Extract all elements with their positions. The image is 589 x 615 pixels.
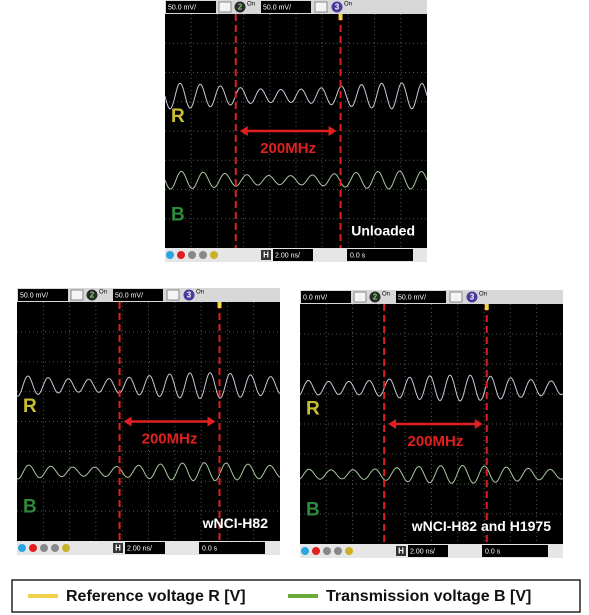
ch3-label: 3 <box>335 3 340 12</box>
timebase: 2.00 ns/ <box>410 548 435 555</box>
wave-icon <box>219 2 231 12</box>
b-label: B <box>23 497 37 518</box>
condition-label: wNCI-H82 and H1975 <box>411 518 551 534</box>
legend-label: Reference voltage R [V] <box>66 588 246 605</box>
delay: 0.0 s <box>485 548 501 555</box>
page: {"panels": [ {"toolbar": {"ch1_scale": "… <box>0 0 589 615</box>
ch2-scale: 50.0 mV/ <box>398 294 426 301</box>
wave-icon <box>315 2 327 12</box>
b-label: B <box>306 499 320 520</box>
ch3-state: On <box>479 292 487 298</box>
ch2-scale: 50.0 mV/ <box>115 292 143 299</box>
trigger-marker <box>485 304 489 310</box>
ch2-state: On <box>382 292 390 298</box>
tool-icon <box>166 251 174 259</box>
condition-label: Unloaded <box>351 222 415 238</box>
b-label: B <box>171 204 185 225</box>
tool-icon <box>345 547 353 555</box>
ch2-label: 2 <box>373 293 378 302</box>
legend-label: Transmission voltage B [V] <box>326 588 531 605</box>
figure: 50.0 mV/2On50.0 mV/3On200MHzRBUnloadedH2… <box>0 0 589 615</box>
tool-icon <box>51 544 59 552</box>
ch3-state: On <box>196 290 204 296</box>
tool-icon <box>18 544 26 552</box>
delay: 0.0 s <box>350 252 366 259</box>
wave-icon <box>167 290 179 300</box>
h-label: H <box>398 547 404 556</box>
frequency-label: 200MHz <box>260 140 316 157</box>
r-label: R <box>171 106 185 127</box>
ch2-scale: 50.0 mV/ <box>263 4 291 11</box>
tool-icon <box>334 547 342 555</box>
tool-icon <box>40 544 48 552</box>
condition-label: wNCI-H82 <box>202 515 269 531</box>
r-label: R <box>23 396 37 417</box>
timebase: 2.00 ns/ <box>127 545 152 552</box>
tool-icon <box>210 251 218 259</box>
frequency-label: 200MHz <box>408 433 464 450</box>
trigger-marker <box>218 302 222 308</box>
tool-icon <box>29 544 37 552</box>
wave-icon <box>450 292 462 302</box>
ch1-scale: 50.0 mV/ <box>20 292 48 299</box>
ch1-scale: 0.0 mV/ <box>303 294 327 301</box>
timebase: 2.00 ns/ <box>275 252 300 259</box>
tool-icon <box>301 547 309 555</box>
tool-icon <box>312 547 320 555</box>
ch2-label: 2 <box>90 291 95 300</box>
trigger-marker <box>339 14 343 20</box>
ch1-scale: 50.0 mV/ <box>168 4 196 11</box>
ch2-label: 2 <box>238 3 243 12</box>
r-label: R <box>306 399 320 420</box>
tool-icon <box>177 251 185 259</box>
ch2-state: On <box>99 290 107 296</box>
wave-icon <box>71 290 83 300</box>
ch2-state: On <box>247 2 255 8</box>
delay: 0.0 s <box>202 545 218 552</box>
tool-icon <box>62 544 70 552</box>
ch3-label: 3 <box>470 293 475 302</box>
tool-icon <box>323 547 331 555</box>
h-label: H <box>263 251 269 260</box>
tool-icon <box>188 251 196 259</box>
ch3-state: On <box>344 2 352 8</box>
ch3-label: 3 <box>187 291 192 300</box>
wave-icon <box>354 292 366 302</box>
h-label: H <box>115 544 121 553</box>
frequency-label: 200MHz <box>142 430 198 447</box>
tool-icon <box>199 251 207 259</box>
